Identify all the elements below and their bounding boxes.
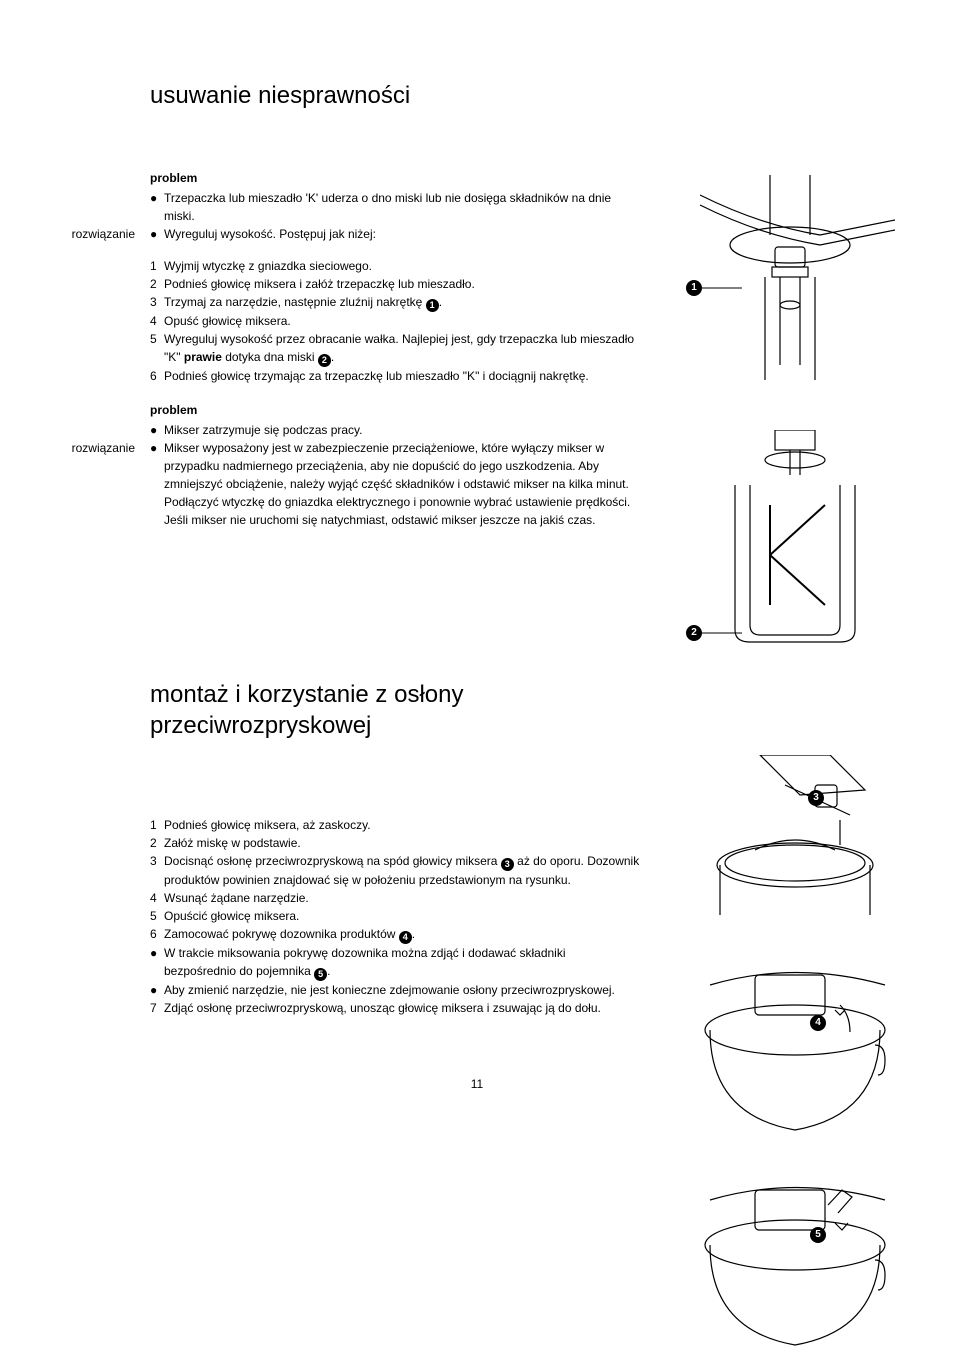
step-item: 5Opuścić głowicę miksera. [150,907,640,925]
step-item: 6Zamocować pokrywę dozownika produktów 4… [150,925,640,944]
solution-text-2: Mikser wyposażony jest w zabezpieczenie … [164,439,640,529]
problem-label: problem [150,171,640,185]
step-3: 3Trzymaj za narzędzie, następnie zluźnij… [150,293,640,312]
figure-nut-adjust: 1 [700,175,895,385]
step-4: 4Opuść głowicę miksera. [150,312,640,330]
bullet-icon: ● [150,225,164,243]
bullet-icon: ● [150,189,164,207]
guard-feed-svg [700,1175,895,1355]
guard-head-up-svg [700,755,895,925]
callout-4: 4 [810,1015,826,1031]
step-item: ●Aby zmienić narzędzie, nie jest koniecz… [150,981,640,999]
callout-5: 5 [810,1227,826,1243]
problem-item: ● Trzepaczka lub mieszadło 'K' uderza o … [150,189,640,225]
step-item: 4Wsunąć żądane narzędzie. [150,889,640,907]
mixer-head-svg [700,175,895,385]
k-beater-svg [700,430,895,650]
step-5: 5Wyreguluj wysokość przez obracanie wałk… [150,330,640,367]
solution-side-label-2: rozwiązanie [30,439,135,457]
step-2: 2Podnieś głowicę miksera i załóż trzepac… [150,275,640,293]
figure-guard-feed: 5 [700,1175,895,1355]
solution-side-label: rozwiązanie [30,225,135,243]
ref-5-icon: 5 [314,968,327,981]
callout-2: 2 [686,625,702,641]
manual-page: usuwanie niesprawności problem ● Trzepac… [0,0,954,1131]
step-item: 1Podnieś głowicę miksera, aż zaskoczy. [150,816,640,834]
callout-1: 1 [686,280,702,296]
figure-k-beater: 2 [700,430,895,650]
figure-guard-lid: 4 [700,960,895,1140]
ref-1-icon: 1 [426,299,439,312]
step-item: ●W trakcie miksowania pokrywę dozownika … [150,944,640,981]
problem-text-2: Mikser zatrzymuje się podczas pracy. [164,421,640,439]
step-item: 2Załóż miskę w podstawie. [150,834,640,852]
bullet-icon: ● [150,439,164,457]
step-item: 7Zdjąć osłonę przeciwrozpryskową, unoszą… [150,999,640,1017]
section-title: usuwanie niesprawności [150,80,640,111]
bullet-icon: ● [150,421,164,439]
solution-item: rozwiązanie ● Wyreguluj wysokość. Postęp… [150,225,640,243]
ref-3-icon: 3 [501,858,514,871]
guard-lid-svg [700,960,895,1140]
section-splashguard: montaż i korzystanie z osłony przeciwroz… [150,679,640,1016]
step-6: 6Podnieś głowicę trzymając za trzepaczkę… [150,367,640,385]
step-1: 1Wyjmij wtyczkę z gniazdka sieciowego. [150,257,640,275]
problem-label-2: problem [150,403,640,417]
solution-item-2: rozwiązanie ● Mikser wyposażony jest w z… [150,439,640,529]
figure-guard-head-up: 3 [700,755,895,925]
section-troubleshooting: usuwanie niesprawności problem ● Trzepac… [150,80,640,529]
solution-text: Wyreguluj wysokość. Postępuj jak niżej: [164,225,640,243]
ref-4-icon: 4 [399,931,412,944]
section-title-2: montaż i korzystanie z osłony przeciwroz… [150,679,640,741]
problem-item-2: ● Mikser zatrzymuje się podczas pracy. [150,421,640,439]
callout-3: 3 [808,790,824,806]
step-item: 3Docisnąć osłonę przeciwrozpryskową na s… [150,852,640,889]
ref-2-icon: 2 [318,354,331,367]
problem-text: Trzepaczka lub mieszadło 'K' uderza o dn… [164,189,640,225]
steps2-list: 1Podnieś głowicę miksera, aż zaskoczy.2Z… [150,816,640,1017]
